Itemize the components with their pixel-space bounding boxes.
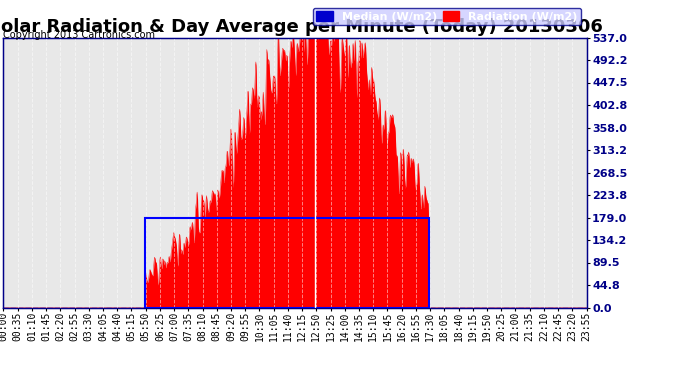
Legend: Median (W/m2), Radiation (W/m2): Median (W/m2), Radiation (W/m2) [313, 8, 581, 26]
Bar [146, 217, 429, 308]
Title: Solar Radiation & Day Average per Minute (Today) 20130306: Solar Radiation & Day Average per Minute… [0, 18, 602, 36]
Text: Copyright 2013 Cartronics.com: Copyright 2013 Cartronics.com [3, 30, 155, 39]
